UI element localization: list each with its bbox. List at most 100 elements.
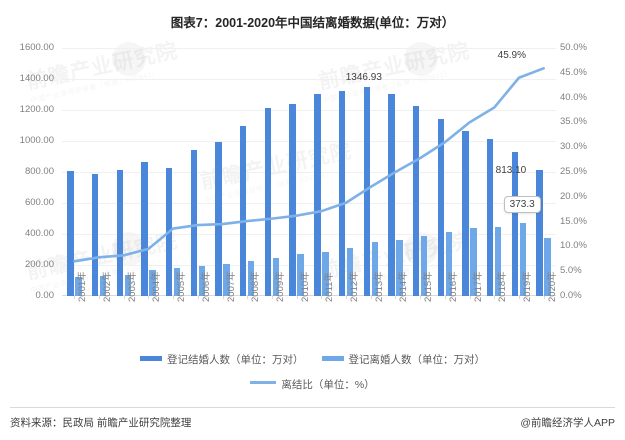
divorce-value-tooltip: 373.3 [503,196,541,214]
chart-legend: 登记结婚人数（单位：万对） 登记离婚人数（单位：万对） 离结比（单位：%） [0,352,625,402]
x-axis-tick [346,296,348,299]
x-axis-tick-label: 2002年 [102,271,114,302]
bar-divorce[interactable] [124,275,131,296]
x-axis-tick-label: 2017年 [472,271,484,302]
bar-divorce[interactable] [173,268,181,296]
bar-marriage[interactable] [67,171,74,296]
x-axis-tick-label: 2009年 [274,271,286,302]
legend-bar-swatch [140,356,162,362]
x-axis-tick [395,296,397,299]
bar-marriage[interactable] [289,103,296,296]
bar-marriage[interactable] [314,94,321,296]
bar-divorce[interactable] [495,226,502,296]
x-axis-tick-label: 2008年 [250,271,262,302]
legend-bar-swatch [321,356,344,362]
x-axis-tick [271,296,273,299]
x-axis-tick-label: 2012年 [349,271,361,302]
bar-marriage[interactable] [388,93,395,296]
y-axis-left-tick-label: 400.00 [24,228,54,239]
x-axis-tick [222,296,224,299]
ratio-line-series [73,67,545,263]
x-axis-tick-label: 2007年 [225,271,237,302]
bar-marriage[interactable] [437,118,445,296]
bar-marriage[interactable] [215,142,222,296]
bar-marriage[interactable] [412,106,420,296]
bar-marriage[interactable] [240,125,247,296]
legend-item[interactable]: 登记离婚人数（单位：万对） [321,353,486,366]
x-axis-tick-label: 2004年 [151,271,163,302]
y-axis-right-tick-label: 10.0% [560,240,587,252]
x-axis-tick [469,296,471,299]
bar-divorce[interactable] [544,238,551,296]
bar-marriage[interactable] [91,174,99,296]
last-ratio-label: 45.9% [497,50,526,62]
x-axis-tick-label: 2018年 [497,271,509,302]
gridline [62,265,556,266]
x-axis-tick [123,296,125,299]
peak-marriage-label: 1346.93 [345,72,382,84]
bar-divorce[interactable] [248,260,255,296]
bar-divorce[interactable] [396,239,403,296]
gridline [62,172,556,173]
x-axis-tick-label: 2015年 [423,271,435,302]
bar-marriage[interactable] [462,131,469,296]
bar-divorce[interactable] [420,236,428,296]
legend-label: 登记结婚人数（单位：万对） [167,353,304,366]
x-axis-tick-label: 2003年 [126,271,138,302]
x-axis-tick [296,296,298,299]
gridline [62,110,556,111]
legend-item[interactable]: 离结比（单位：%） [250,379,375,391]
y-axis-left-tick-label: 800.00 [24,166,54,177]
bar-divorce[interactable] [198,266,206,296]
y-axis-right-tick-label: 40.0% [560,91,587,103]
x-axis-tick [543,296,545,299]
bar-divorce[interactable] [99,276,107,296]
bar-marriage[interactable] [487,138,494,296]
legend-label: 登记离婚人数（单位：万对） [348,353,486,366]
bar-divorce[interactable] [346,247,354,296]
y-axis-left-tick-label: 200.00 [24,259,54,270]
x-axis-tick-label: 2020年 [546,271,558,302]
gridline [62,141,556,142]
x-axis-tick [74,296,76,299]
bar-divorce[interactable] [272,257,280,296]
gridline [62,234,556,235]
bar-marriage[interactable] [511,152,519,296]
x-axis-tick [494,296,496,299]
y-axis-right-tick-label: 20.0% [560,190,587,202]
y-axis-right-tick-label: 45.0% [560,66,587,78]
bar-divorce[interactable] [519,223,527,296]
y-axis-left-tick-label: 1200.00 [19,104,54,115]
bar-divorce[interactable] [297,254,304,296]
x-axis-tick [370,296,372,299]
bar-marriage[interactable] [190,149,198,296]
bar-divorce[interactable] [149,270,156,296]
ratio-line-path [73,67,545,263]
bar-marriage[interactable] [338,90,346,296]
y-axis-right-tick-label: 5.0% [560,265,582,277]
bar-divorce[interactable] [470,228,477,296]
bar-marriage[interactable] [536,169,543,296]
x-axis-tick [420,296,422,299]
legend-row: 登记结婚人数（单位：万对） 登记离婚人数（单位：万对） [0,352,625,368]
bar-marriage[interactable] [264,108,272,296]
bar-divorce[interactable] [75,276,82,296]
x-axis-tick [518,296,520,299]
bar-divorce[interactable] [445,231,453,296]
plot-area [62,48,556,299]
bar-divorce[interactable] [223,263,230,296]
legend-item[interactable]: 登记结婚人数（单位：万对） [140,353,304,366]
bar-divorce[interactable] [322,251,329,296]
x-axis-tick-label: 2019年 [521,271,533,302]
bar-marriage[interactable] [141,161,148,296]
x-axis-tick-label: 2005年 [176,271,188,302]
x-axis-tick-label: 2010年 [299,271,311,302]
bar-marriage[interactable] [116,170,123,296]
last-marriage-label: 813.10 [495,164,527,176]
y-axis-right-tick-label: 30.0% [560,141,587,153]
bar-divorce[interactable] [371,241,378,296]
y-axis-left-tick-label: 1600.00 [19,42,54,53]
bar-marriage[interactable] [363,87,370,296]
x-axis-tick [148,296,150,299]
